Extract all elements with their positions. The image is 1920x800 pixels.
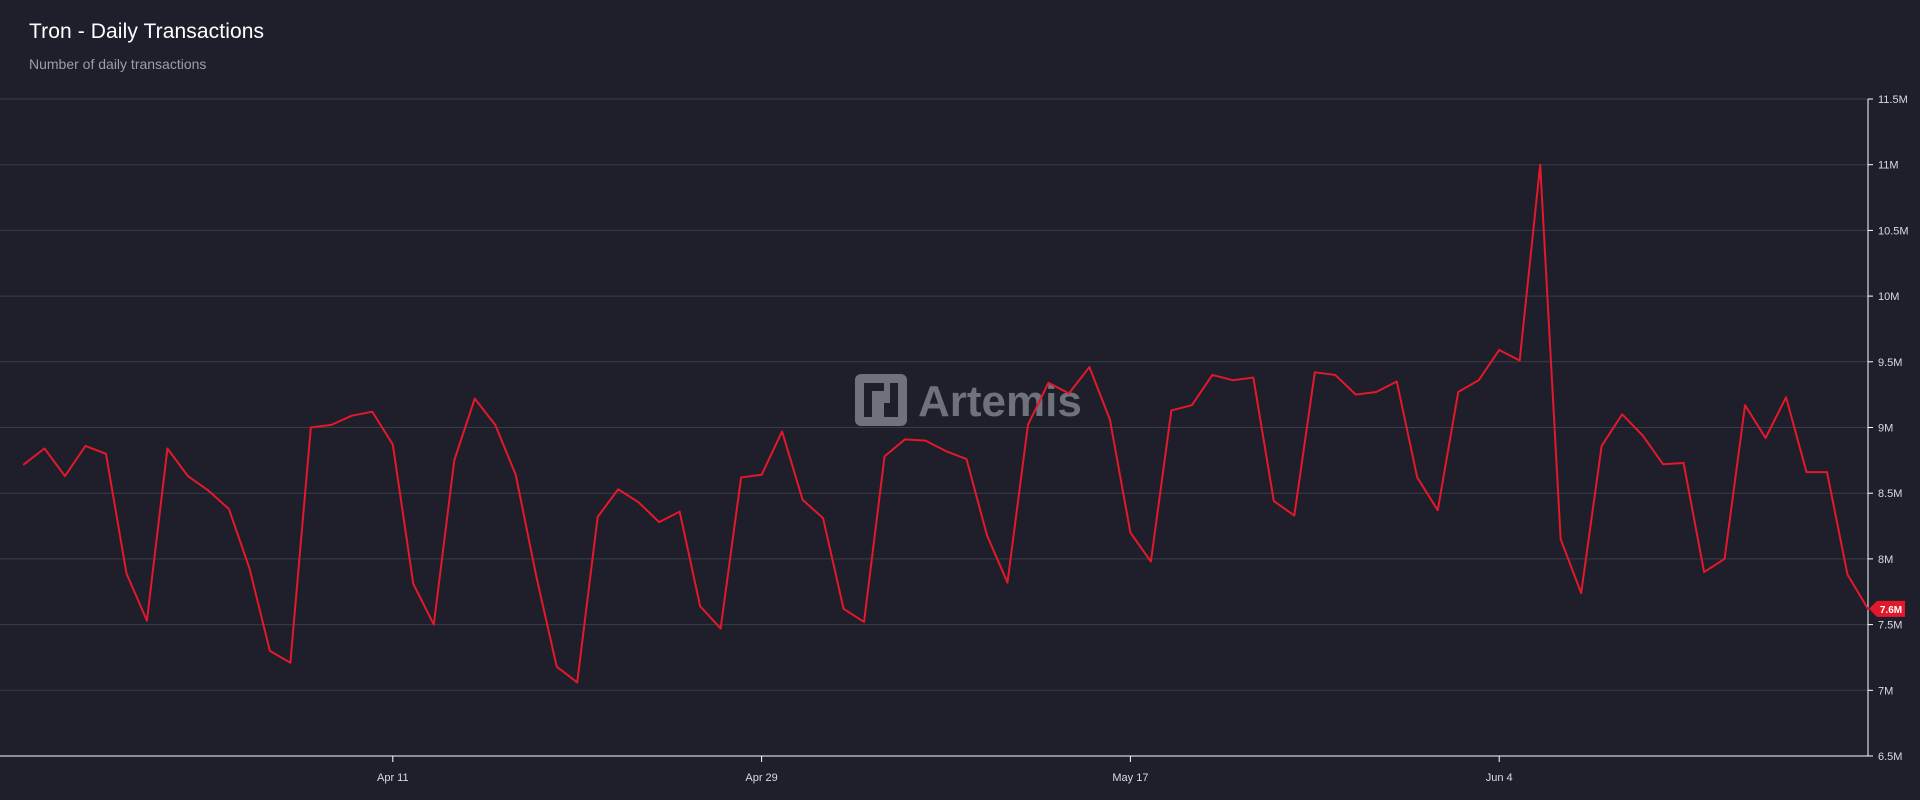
- series-line: [23, 163, 1869, 684]
- y-tick-label: 9M: [1878, 423, 1893, 435]
- artemis-watermark: Artemis: [855, 374, 1082, 426]
- last-value-badge: [1869, 600, 1905, 617]
- y-tick-label: 10M: [1878, 291, 1899, 303]
- grid-lines: [0, 98, 1868, 691]
- y-tick-label: 8.5M: [1878, 488, 1902, 500]
- x-tick-label: Apr 29: [745, 772, 777, 784]
- y-tick-label: 6.5M: [1878, 751, 1902, 763]
- series-layer: [23, 163, 1869, 684]
- last-value-label: 7.6M: [1880, 605, 1902, 616]
- y-tick-label: 9.5M: [1878, 357, 1902, 369]
- y-axis-ticks: 6.5M 7M 7.5M 8M 8.5M 9M 9.5M 10M 10.5M 11M 11.5M: [1868, 94, 1909, 763]
- y-tick-label: 11M: [1878, 160, 1899, 172]
- x-axis-ticks: Apr 11 Apr 29 May 17 Jun 4: [377, 756, 1513, 784]
- y-tick-label: 7.5M: [1878, 620, 1902, 632]
- y-tick-label: 8M: [1878, 554, 1893, 566]
- y-tick-label: 11.5M: [1878, 94, 1908, 106]
- watermark-text: Artemis: [918, 377, 1082, 426]
- x-tick-label: Jun 4: [1486, 772, 1513, 784]
- chart-title: Tron - Daily Transactions: [29, 20, 265, 43]
- y-tick-label: 10.5M: [1878, 225, 1909, 237]
- x-tick-label: Apr 11: [377, 772, 409, 784]
- x-tick-label: May 17: [1112, 772, 1148, 784]
- chart-subtitle: Number of daily transactions: [29, 56, 207, 72]
- y-tick-label: 7M: [1878, 685, 1893, 697]
- artemis-logo-icon: [855, 374, 907, 426]
- last-value-marker: 7.6M: [1869, 600, 1905, 617]
